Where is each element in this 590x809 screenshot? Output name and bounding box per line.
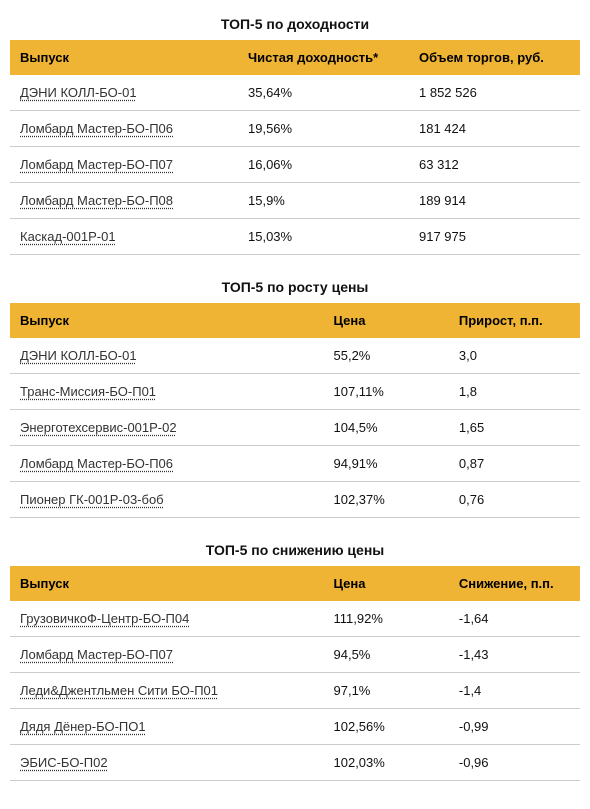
value-cell: 94,91% xyxy=(324,446,449,482)
table-row: Ломбард Мастер-БО-П06 94,91%0,87 xyxy=(10,446,580,482)
column-header: Цена xyxy=(324,303,449,338)
value-cell: 102,37% xyxy=(324,482,449,518)
table-header-row: ВыпускЦенаПрирост, п.п. xyxy=(10,303,580,338)
table-row: ДЭНИ КОЛЛ-БО-01 35,64%1 852 526 xyxy=(10,75,580,111)
value-cell: 94,5% xyxy=(324,637,449,673)
data-table: ВыпускЦенаПрирост, п.п. ДЭНИ КОЛЛ-БО-01 55… xyxy=(10,303,580,518)
value-cell: 111,92% xyxy=(324,601,449,637)
issue-cell: ЭБИС-БО-П02 xyxy=(10,745,324,781)
table-header-row: ВыпускЧистая доходность*Объем торгов, ру… xyxy=(10,40,580,75)
data-table: ВыпускЧистая доходность*Объем торгов, ру… xyxy=(10,40,580,255)
issue-link[interactable]: Леди&Джентльмен Сити БО-П01 xyxy=(20,683,218,698)
table-row: ЭБИС-БО-П02 102,03%-0,96 xyxy=(10,745,580,781)
table-row: Леди&Джентльмен Сити БО-П01 97,1%-1,4 xyxy=(10,673,580,709)
table-row: Ломбард Мастер-БО-П06 19,56%181 424 xyxy=(10,111,580,147)
issue-link[interactable]: ДЭНИ КОЛЛ-БО-01 xyxy=(20,85,137,100)
value-cell: 1,8 xyxy=(449,374,580,410)
issue-cell: Ломбард Мастер-БО-П07 xyxy=(10,637,324,673)
issue-cell: ДЭНИ КОЛЛ-БО-01 xyxy=(10,75,238,111)
issue-cell: Пионер ГК-001Р-03-боб xyxy=(10,482,324,518)
value-cell: 0,76 xyxy=(449,482,580,518)
column-header: Выпуск xyxy=(10,303,324,338)
value-cell: 181 424 xyxy=(409,111,580,147)
value-cell: 97,1% xyxy=(324,673,449,709)
data-table: ВыпускЦенаСнижение, п.п.ГрузовичкоФ-Цент… xyxy=(10,566,580,781)
issue-link[interactable]: Ломбард Мастер-БО-П08 xyxy=(20,193,173,208)
value-cell: 63 312 xyxy=(409,147,580,183)
column-header: Выпуск xyxy=(10,566,324,601)
issue-link[interactable]: Ломбард Мастер-БО-П07 xyxy=(20,647,173,662)
value-cell: 15,03% xyxy=(238,219,409,255)
value-cell: -0,96 xyxy=(449,745,580,781)
issue-cell: ДЭНИ КОЛЛ-БО-01 xyxy=(10,338,324,374)
issue-link[interactable]: ДЭНИ КОЛЛ-БО-01 xyxy=(20,348,137,363)
issue-link[interactable]: Дядя Дёнер-БО-ПО1 xyxy=(20,719,146,734)
column-header: Выпуск xyxy=(10,40,238,75)
column-header: Снижение, п.п. xyxy=(449,566,580,601)
issue-cell: Ломбард Мастер-БО-П06 xyxy=(10,111,238,147)
column-header: Чистая доходность* xyxy=(238,40,409,75)
tables-container: ТОП-5 по доходностиВыпускЧистая доходнос… xyxy=(10,10,580,781)
issue-cell: Каскад-001Р-01 xyxy=(10,219,238,255)
value-cell: -1,4 xyxy=(449,673,580,709)
value-cell: 107,11% xyxy=(324,374,449,410)
value-cell: -0,99 xyxy=(449,709,580,745)
issue-link[interactable]: Энерготехсервис-001Р-02 xyxy=(20,420,177,435)
value-cell: 16,06% xyxy=(238,147,409,183)
table-header-row: ВыпускЦенаСнижение, п.п. xyxy=(10,566,580,601)
value-cell: -1,64 xyxy=(449,601,580,637)
value-cell: 55,2% xyxy=(324,338,449,374)
section-title: ТОП-5 по росту цены xyxy=(10,273,580,303)
table-row: Ломбард Мастер-БО-П08 15,9%189 914 xyxy=(10,183,580,219)
issue-link[interactable]: Пионер ГК-001Р-03-боб xyxy=(20,492,164,507)
section-title: ТОП-5 по снижению цены xyxy=(10,536,580,566)
value-cell: 1 852 526 xyxy=(409,75,580,111)
issue-link[interactable]: Ломбард Мастер-БО-П06 xyxy=(20,121,173,136)
value-cell: 1,65 xyxy=(449,410,580,446)
issue-link[interactable]: ЭБИС-БО-П02 xyxy=(20,755,108,770)
value-cell: 104,5% xyxy=(324,410,449,446)
issue-link[interactable]: Ломбард Мастер-БО-П07 xyxy=(20,157,173,172)
issue-cell: Дядя Дёнер-БО-ПО1 xyxy=(10,709,324,745)
section-title: ТОП-5 по доходности xyxy=(10,10,580,40)
column-header: Цена xyxy=(324,566,449,601)
value-cell: 3,0 xyxy=(449,338,580,374)
issue-link[interactable]: ГрузовичкоФ-Центр-БО-П04 xyxy=(20,611,189,626)
column-header: Прирост, п.п. xyxy=(449,303,580,338)
table-row: Каскад-001Р-01 15,03%917 975 xyxy=(10,219,580,255)
issue-cell: Транс-Миссия-БО-П01 xyxy=(10,374,324,410)
value-cell: -1,43 xyxy=(449,637,580,673)
value-cell: 917 975 xyxy=(409,219,580,255)
table-row: ГрузовичкоФ-Центр-БО-П04 111,92%-1,64 xyxy=(10,601,580,637)
issue-cell: Ломбард Мастер-БО-П08 xyxy=(10,183,238,219)
value-cell: 0,87 xyxy=(449,446,580,482)
value-cell: 102,56% xyxy=(324,709,449,745)
table-row: Энерготехсервис-001Р-02 104,5%1,65 xyxy=(10,410,580,446)
table-row: Пионер ГК-001Р-03-боб 102,37%0,76 xyxy=(10,482,580,518)
table-row: Дядя Дёнер-БО-ПО1 102,56%-0,99 xyxy=(10,709,580,745)
table-row: Ломбард Мастер-БО-П07 16,06%63 312 xyxy=(10,147,580,183)
issue-link[interactable]: Каскад-001Р-01 xyxy=(20,229,116,244)
table-section: ТОП-5 по доходностиВыпускЧистая доходнос… xyxy=(10,10,580,255)
issue-cell: ГрузовичкоФ-Центр-БО-П04 xyxy=(10,601,324,637)
issue-link[interactable]: Ломбард Мастер-БО-П06 xyxy=(20,456,173,471)
issue-cell: Ломбард Мастер-БО-П07 xyxy=(10,147,238,183)
issue-cell: Леди&Джентльмен Сити БО-П01 xyxy=(10,673,324,709)
value-cell: 35,64% xyxy=(238,75,409,111)
value-cell: 102,03% xyxy=(324,745,449,781)
value-cell: 19,56% xyxy=(238,111,409,147)
table-row: ДЭНИ КОЛЛ-БО-01 55,2%3,0 xyxy=(10,338,580,374)
table-row: Транс-Миссия-БО-П01 107,11%1,8 xyxy=(10,374,580,410)
table-section: ТОП-5 по росту ценыВыпускЦенаПрирост, п.… xyxy=(10,273,580,518)
value-cell: 189 914 xyxy=(409,183,580,219)
issue-link[interactable]: Транс-Миссия-БО-П01 xyxy=(20,384,156,399)
table-row: Ломбард Мастер-БО-П07 94,5%-1,43 xyxy=(10,637,580,673)
issue-cell: Ломбард Мастер-БО-П06 xyxy=(10,446,324,482)
column-header: Объем торгов, руб. xyxy=(409,40,580,75)
issue-cell: Энерготехсервис-001Р-02 xyxy=(10,410,324,446)
value-cell: 15,9% xyxy=(238,183,409,219)
table-section: ТОП-5 по снижению ценыВыпускЦенаСнижение… xyxy=(10,536,580,781)
